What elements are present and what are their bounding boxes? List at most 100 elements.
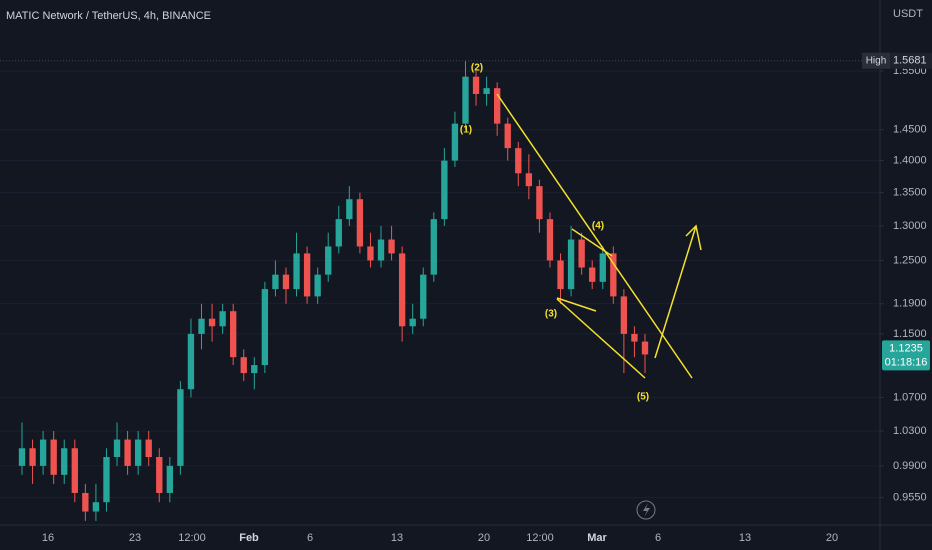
candle-body	[546, 219, 554, 261]
candle-body	[641, 341, 649, 355]
candle-body	[451, 123, 459, 161]
candle-body	[462, 76, 469, 124]
lightning-icon[interactable]	[636, 500, 656, 520]
y-tick-label: 1.0700	[893, 391, 927, 403]
wave-label: (1)	[460, 125, 472, 136]
candle-body	[420, 274, 427, 319]
current-price: 1.1235	[889, 342, 923, 354]
candle-body	[177, 389, 184, 466]
candle-body	[50, 439, 57, 475]
candle-body	[472, 76, 480, 94]
candle-body	[272, 274, 279, 290]
candle-body	[441, 160, 448, 220]
candle-body	[230, 311, 237, 358]
candle-body	[325, 246, 332, 275]
candle-body	[610, 253, 617, 297]
candle-body	[515, 148, 522, 174]
candle-body	[430, 219, 437, 275]
price-box	[882, 340, 930, 371]
x-tick-label: 12:00	[526, 532, 554, 544]
candle-body	[620, 296, 628, 334]
y-tick-label: 0.9550	[893, 491, 927, 503]
x-tick-label: 20	[478, 532, 490, 544]
y-tick-label: 1.4500	[893, 124, 927, 136]
y-tick-label: 1.2500	[893, 254, 927, 266]
lightning-glyph	[643, 503, 650, 517]
candle-body	[367, 246, 374, 261]
candle-body	[346, 199, 353, 220]
x-tick-label: 13	[391, 532, 403, 544]
x-tick-label: 13	[739, 532, 751, 544]
wave-drawing	[496, 93, 702, 379]
candle-body	[156, 457, 163, 493]
y-unit: USDT	[893, 8, 923, 20]
candle-body	[631, 333, 638, 342]
candle-body	[219, 311, 226, 327]
candle-body	[377, 239, 385, 261]
candle-body	[92, 502, 100, 512]
y-tick-label: 1.1900	[893, 298, 927, 310]
candle-body	[388, 239, 395, 254]
x-tick-label: 6	[655, 532, 661, 544]
candle-body	[240, 357, 247, 374]
y-tick-label: 1.4000	[893, 155, 927, 167]
y-tick-label: 0.9900	[893, 460, 927, 472]
candle-body	[314, 274, 321, 297]
candle-body	[251, 365, 258, 374]
trend-line	[556, 298, 646, 379]
candle-body	[39, 439, 47, 466]
candles	[18, 60, 649, 521]
trend-line	[571, 228, 613, 257]
y-tick-label: 1.3500	[893, 187, 927, 199]
candle-body	[124, 439, 131, 466]
candle-body	[261, 289, 269, 366]
high-value-box	[890, 52, 932, 69]
grid	[0, 70, 880, 499]
wave-label: (5)	[637, 392, 649, 403]
candle-body	[82, 492, 89, 512]
candle-body	[335, 219, 342, 247]
trend-line	[556, 297, 597, 312]
arrow-head	[685, 224, 702, 251]
candle-body	[536, 186, 543, 220]
high-label: High	[866, 55, 887, 66]
x-tick-label: 16	[42, 532, 54, 544]
y-tick-label: 1.1500	[893, 328, 927, 340]
high-value: 1.5681	[893, 55, 927, 67]
x-tick-label: 6	[307, 532, 313, 544]
candle-body	[578, 239, 585, 268]
candle-body	[61, 448, 68, 475]
candle-body	[398, 253, 406, 327]
candle-body	[187, 333, 195, 390]
x-tick-label: Mar	[587, 532, 607, 544]
x-tick-label: 23	[129, 532, 141, 544]
projection-arrow	[654, 225, 697, 359]
candle-body	[504, 123, 511, 149]
x-tick-label: 20	[826, 532, 838, 544]
candle-body	[71, 448, 78, 493]
candle-body	[18, 448, 26, 466]
candle-body	[29, 448, 36, 466]
candle-body	[356, 199, 364, 247]
candle-body	[166, 465, 173, 493]
candle-body	[483, 88, 490, 94]
candle-body	[198, 318, 205, 334]
chart-title: MATIC Network / TetherUS, 4h, BINANCE	[6, 10, 211, 22]
x-tick-label: 12:00	[178, 532, 206, 544]
wave-label: (3)	[545, 309, 557, 320]
candle-body	[293, 253, 300, 290]
wave-label: (4)	[592, 221, 604, 232]
wave-label: (2)	[471, 63, 483, 74]
high-box	[862, 52, 890, 69]
candle-body	[494, 88, 501, 124]
candle-body	[145, 439, 152, 458]
x-tick-label: Feb	[239, 532, 259, 544]
candle-body	[409, 318, 416, 327]
candle-body	[103, 457, 110, 503]
candle-body	[113, 439, 121, 458]
y-tick-label: 1.0300	[893, 425, 927, 437]
candle-body	[303, 253, 311, 297]
candle-body	[282, 274, 290, 290]
candle-body	[525, 173, 533, 187]
